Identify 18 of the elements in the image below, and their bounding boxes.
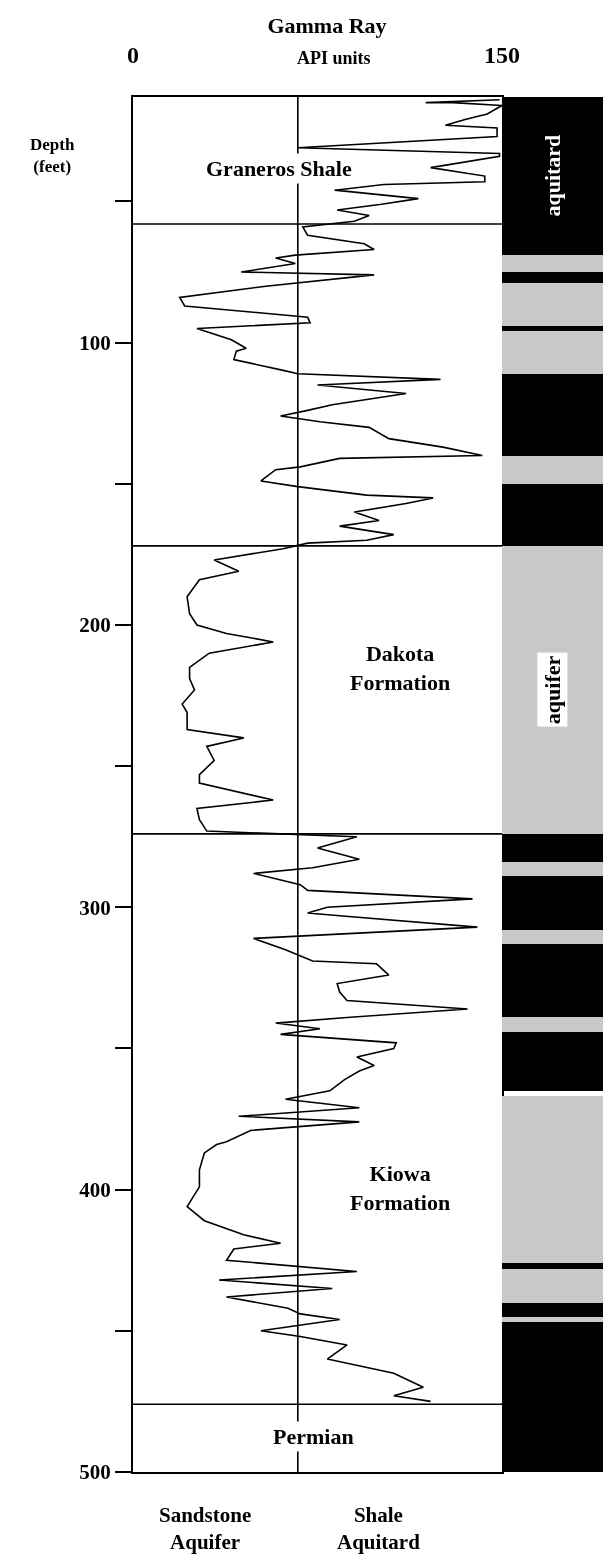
y-tick-label: 100 (79, 330, 111, 355)
text: Shale Aquitard (337, 1503, 421, 1555)
annotation: aquifer (539, 655, 565, 725)
annotation: Graneros Shale (206, 156, 352, 181)
text: Sandstone Aquifer (159, 1503, 252, 1555)
annotation: aquitard (540, 134, 566, 217)
annotation: Permian (273, 1424, 354, 1449)
y-tick-label: 200 (79, 613, 111, 638)
y-axis-title: Depth (feet) (30, 135, 75, 177)
x-axis-title: API units (297, 48, 371, 68)
annotation: Kiowa Formation (350, 1161, 451, 1215)
x-tick-label: 0 (127, 42, 139, 69)
y-tick-label: 300 (79, 895, 111, 920)
x-tick-label: 150 (484, 42, 520, 69)
y-tick-label: 400 (79, 1178, 111, 1203)
y-tick-label: 500 (79, 1460, 111, 1485)
chart-title: Gamma Ray (267, 12, 387, 38)
annotation: Dakota Formation (350, 641, 451, 695)
